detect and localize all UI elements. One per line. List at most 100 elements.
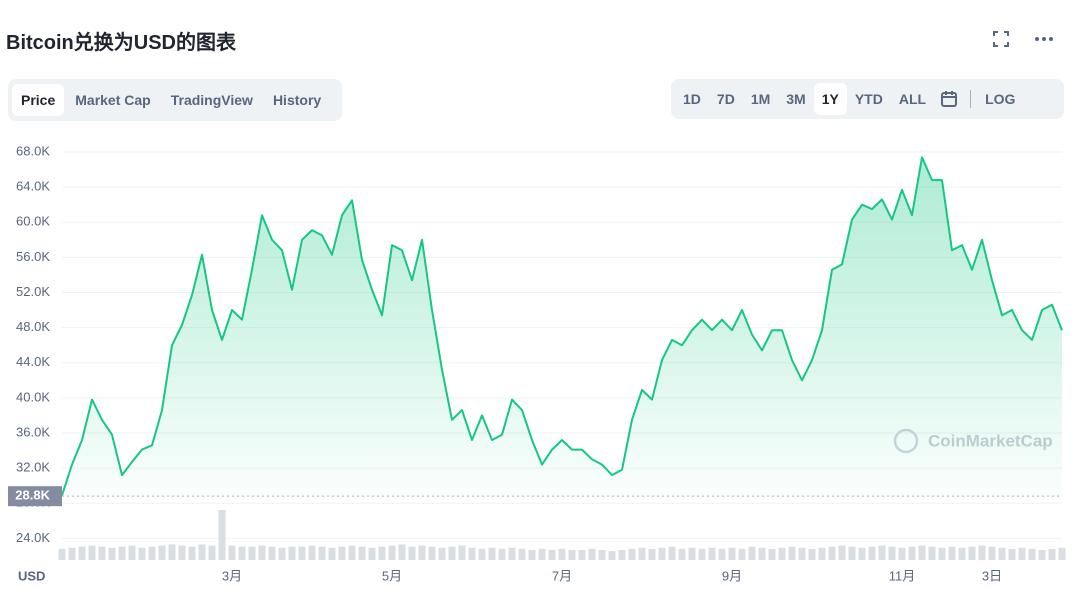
volume-bar [438,547,446,560]
range-bar: 1D 7D 1M 3M 1Y YTD ALL LOG [671,79,1064,119]
volume-bar [778,547,786,560]
volume-bar [958,547,966,560]
range[interactable]: 1M [750,91,771,107]
range[interactable]: 3M [786,91,806,107]
volume-bar [698,548,706,560]
watermark-logo [893,428,919,454]
volume-bar [648,548,656,560]
volume-bar [98,546,106,560]
volume-bar [328,547,336,560]
price-line [61,156,1063,496]
y-tick-label: 52.0K [16,284,50,299]
x-tick-label: 5月 [382,568,402,583]
volume-bar [238,546,246,560]
volume-bar [218,510,226,560]
volume-bar [988,546,996,560]
volume-bar [858,547,866,560]
volume-bar [118,546,126,560]
volume-bar [948,546,956,560]
x-tick-label: 11月 [889,568,916,583]
volume-bar [358,546,366,560]
volume-bar [448,546,456,560]
volume-bar [78,546,86,560]
fullscreen-icon[interactable] [992,30,1010,48]
volume-bar [918,545,926,560]
volume-bar [68,547,76,560]
volume-bar [518,548,526,560]
volume-bar [748,546,756,560]
volume-bar [798,547,806,560]
volume-bar [598,550,606,560]
volume-bar [928,546,936,560]
y-tick-label: 68.0K [16,143,50,158]
icons [992,30,1054,48]
x-tick-label: 9月 [722,568,742,583]
y-tick-label: 60.0K [16,214,50,229]
y-tick-label: 32.0K [16,460,50,475]
range[interactable]: YTD [854,91,883,107]
volume-bar [578,550,586,560]
range[interactable]: 1Y [813,83,847,115]
volume-bar [548,550,556,560]
volume-bar [478,548,486,560]
volume-bar [1048,548,1056,560]
volume-bar [658,547,666,560]
volume-bar [888,546,896,560]
tab[interactable]: TradingView [170,92,253,108]
volume-bar [278,547,286,560]
volume-bar [338,546,346,560]
volume-bar [968,546,976,560]
volume-bar [148,546,156,560]
volume-bar [88,545,96,560]
tab[interactable]: Price [12,84,65,116]
range[interactable]: 1D [683,91,701,107]
volume-bar [298,546,306,560]
log-toggle[interactable]: LOG [985,91,1016,107]
range[interactable]: 7D [716,91,735,107]
range[interactable]: ALL [898,91,927,107]
y-unit-label: USD [18,568,45,583]
tab-bar: Price Market Cap TradingView History [8,79,342,121]
volume-bar [898,547,906,560]
volume-bar [1038,550,1046,560]
tab[interactable]: Market Cap [75,92,151,108]
volume-bar [1058,547,1066,560]
volume-bar [398,544,406,560]
volume-bar [58,548,66,560]
volume-bar [1028,548,1036,560]
volume-bar [718,548,726,560]
volume-bar [418,545,426,560]
calendar-icon[interactable] [940,90,958,108]
watermark: CoinMarketCap [893,428,1053,454]
volume-bar [638,547,646,560]
volume-bar [908,546,916,560]
volume-bar [368,547,376,560]
volume-bar [258,545,266,560]
volume-bar [348,545,356,560]
volume-bar [608,551,616,560]
y-tick-label: 56.0K [16,249,50,264]
volume-bar [848,546,856,560]
y-tick-label: 40.0K [16,389,50,404]
more-icon[interactable] [1034,30,1054,48]
volume-bar [688,547,696,560]
volume-bar [708,547,716,560]
volume-bar [558,548,566,560]
area [62,157,1062,497]
volume-bar [128,545,136,560]
volume-bar [208,545,216,560]
volume-bar [468,547,476,560]
reference-label: 28.8K [15,488,50,503]
volume-bar [978,545,986,560]
volume-bar [318,546,326,560]
watermark-text: CoinMarketCap [928,431,1053,450]
volume-bar [378,546,386,560]
y-tick-label: 48.0K [16,319,50,334]
volume-bar [108,547,116,560]
volume-bar [628,548,636,560]
volume-bar [488,547,496,560]
tab[interactable]: History [272,92,322,108]
volume-bar [618,550,626,560]
volume-bar [818,547,826,560]
x-tick-label: 7月 [552,568,572,583]
